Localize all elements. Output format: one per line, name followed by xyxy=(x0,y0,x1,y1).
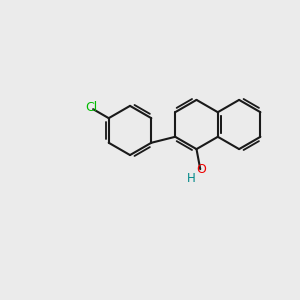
Text: H: H xyxy=(187,172,196,185)
Text: Cl: Cl xyxy=(85,101,98,115)
Text: O: O xyxy=(196,163,206,176)
